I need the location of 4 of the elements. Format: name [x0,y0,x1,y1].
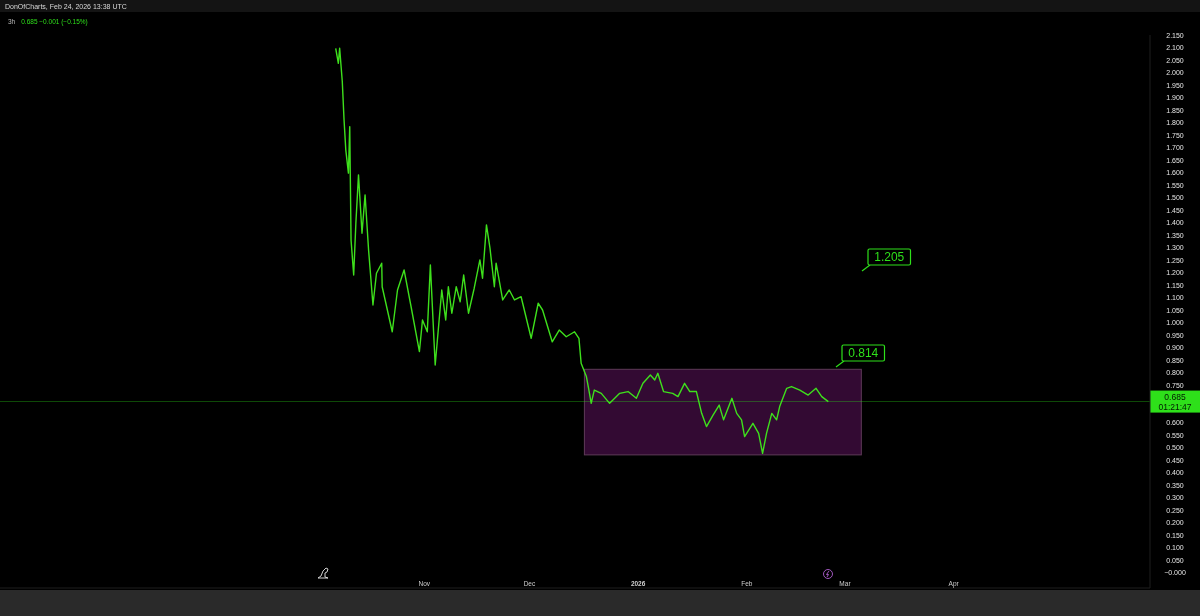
ref-line-label: 0.685 01:21:47 [1158,391,1192,412]
annotation: 1.205 [874,250,905,264]
annotation: 0.814 [848,346,879,360]
line-series [335,47,830,455]
